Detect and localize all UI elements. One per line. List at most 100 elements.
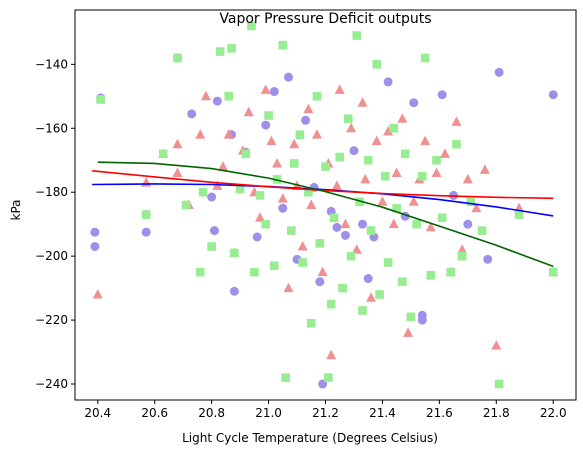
square-point (494, 379, 504, 389)
triangle-point (403, 327, 414, 337)
triangle-point (311, 129, 322, 139)
circle-point (463, 219, 473, 229)
triangle-point (172, 167, 183, 178)
triangle-point (326, 349, 337, 360)
y-tick-label: −220 (35, 313, 68, 327)
square-point (375, 290, 384, 299)
triangle-point (397, 113, 408, 123)
square-point (352, 31, 362, 40)
square-point (306, 318, 316, 328)
triangle-point (243, 106, 254, 117)
circle-point (315, 277, 325, 287)
triangle-point (360, 173, 371, 184)
square-point (400, 149, 410, 159)
triangle-point (289, 138, 300, 149)
square-point (324, 373, 333, 382)
square-point (195, 267, 205, 277)
fit-line-2 (92, 170, 554, 200)
square-point (141, 210, 151, 219)
square-point (173, 53, 182, 63)
x-tick-label: 21.8 (483, 406, 510, 420)
circle-point (417, 310, 427, 320)
triangle-point (357, 97, 368, 107)
triangle-point (457, 244, 468, 254)
circle-point (437, 90, 447, 100)
circle-point (340, 230, 350, 240)
y-tick-label: −160 (35, 121, 68, 135)
square-point (346, 251, 356, 261)
y-tick-label: −200 (35, 249, 68, 263)
triangle-point (195, 129, 206, 139)
square-point (355, 197, 364, 207)
triangle-point (440, 148, 451, 158)
square-point (383, 258, 393, 267)
triangle-point (377, 196, 388, 206)
triangle-point (340, 218, 351, 229)
square-point (548, 267, 558, 277)
triangle-point (283, 282, 294, 293)
triangle-point (388, 218, 399, 229)
square-point (235, 184, 245, 194)
circle-point (409, 98, 419, 108)
square-point (437, 213, 447, 223)
triangle-point (366, 292, 377, 302)
triangle-point (420, 135, 431, 146)
square-point (363, 155, 373, 165)
square-point (321, 162, 330, 171)
square-point (158, 149, 168, 159)
triangle-point (218, 161, 229, 171)
y-axis: −140 −160 −180 −200 −220 −240 (35, 57, 75, 391)
circle-point (301, 115, 311, 125)
triangle-point (425, 221, 436, 232)
square-point (295, 130, 305, 139)
square-point (224, 92, 234, 101)
circle-point (332, 222, 342, 232)
circle-point (261, 120, 271, 130)
triangle-point (266, 135, 277, 146)
circle-point (90, 242, 100, 252)
square-point (315, 239, 325, 248)
square-point (452, 139, 461, 149)
x-axis: 20.4 20.6 20.8 21.0 21.2 21.4 21.6 21.8 22.0 (84, 400, 567, 420)
data-marks (90, 21, 559, 389)
circle-point (187, 109, 197, 119)
square-point (398, 277, 407, 287)
fit-lines (92, 161, 554, 268)
triangle-point (471, 202, 482, 213)
square-point (304, 187, 313, 197)
x-tick-label: 20.6 (141, 406, 168, 420)
square-point (326, 299, 336, 309)
x-tick-label: 22.0 (540, 406, 567, 420)
fit-line-1 (92, 183, 554, 217)
square-point (241, 149, 251, 159)
square-point (380, 171, 390, 181)
y-axis-title: kPa (9, 200, 23, 221)
square-point (389, 123, 399, 133)
square-point (329, 213, 339, 223)
triangle-point (391, 167, 402, 178)
triangle-point (223, 129, 234, 139)
x-axis-title: Light Cycle Temperature (Degrees Celsius… (182, 431, 438, 445)
square-point (207, 242, 216, 251)
triangle-point (172, 138, 183, 149)
triangle-point (317, 266, 328, 277)
triangle-point (351, 244, 362, 254)
square-point (477, 226, 487, 235)
triangle-point (331, 180, 342, 190)
y-tick-label: −240 (35, 377, 68, 391)
circle-point (483, 254, 493, 264)
square-point (250, 267, 259, 277)
square-point (514, 210, 524, 219)
square-point (227, 44, 236, 53)
x-tick-label: 21.6 (426, 406, 453, 420)
x-tick-label: 21.4 (369, 406, 396, 420)
square-point (343, 114, 353, 123)
triangle-point (408, 196, 419, 206)
square-point (412, 219, 421, 229)
triangle-point (334, 84, 345, 94)
square-point (312, 92, 322, 101)
square-point (264, 111, 273, 120)
square-point (392, 203, 401, 213)
circle-point (212, 96, 222, 106)
